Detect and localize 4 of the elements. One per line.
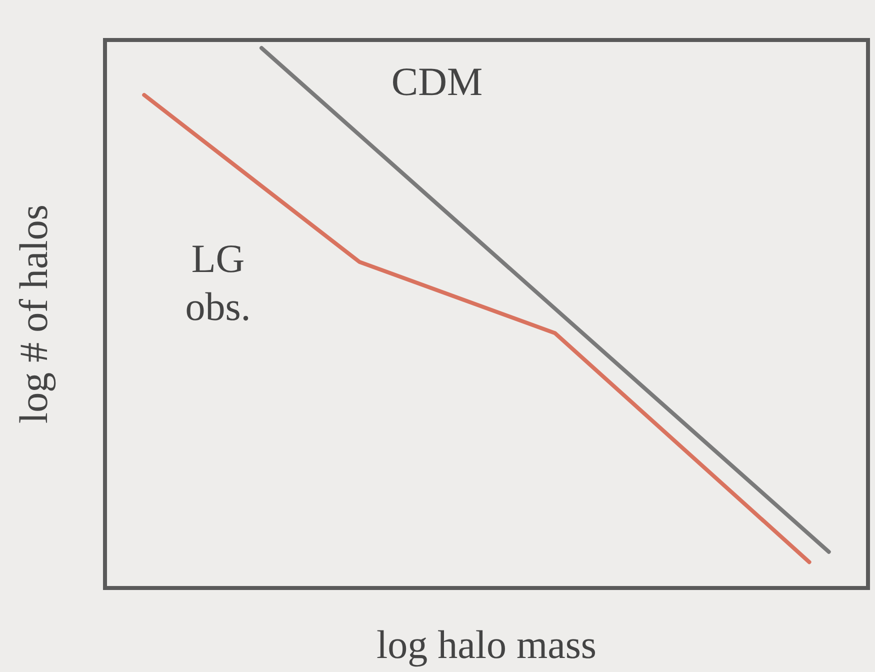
series-label: LG obs. <box>185 236 251 329</box>
y-axis-title: log # of halos <box>11 204 56 424</box>
series-label: CDM <box>391 59 483 104</box>
x-axis-title: log halo mass <box>376 622 596 667</box>
